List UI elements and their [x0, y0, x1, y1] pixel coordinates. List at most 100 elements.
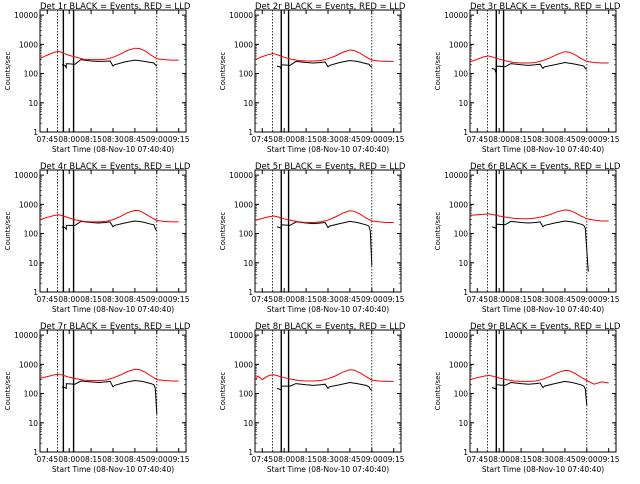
x-axis-label: Start Time (08-Nov-10 07:40:40)	[52, 465, 174, 474]
x-tick-label: 09:15	[168, 135, 190, 144]
chart-panel-8: Det 8r BLACK = Events, RED = LLD 1 10 100 10…	[219, 322, 406, 474]
x-tick-label: 08:00	[58, 135, 80, 144]
chart-title: Det 5r BLACK = Events, RED = LLD	[255, 162, 406, 172]
events-series-line	[491, 61, 588, 74]
y-tick-label: 10000	[229, 331, 253, 340]
x-tick-label: 08:30	[317, 135, 339, 144]
x-tick-label: 08:30	[102, 295, 124, 304]
x-tick-label: 08:15	[510, 135, 532, 144]
y-axis-label: Counts/sec	[219, 212, 227, 251]
events-series-line	[276, 381, 373, 392]
y-tick-label: 100	[239, 70, 254, 79]
y-tick-label: 1000	[19, 360, 38, 369]
events-series-line	[491, 220, 589, 272]
plot-frame	[39, 169, 187, 293]
x-tick-label: 09:15	[383, 135, 405, 144]
x-tick-label: 08:45	[339, 455, 361, 464]
y-tick-label: 10000	[14, 11, 38, 20]
y-axis-label: Counts/sec	[219, 372, 227, 411]
x-tick-label: 09:15	[168, 295, 190, 304]
y-tick-label: 10	[243, 259, 253, 268]
x-tick-label: 08:45	[554, 455, 576, 464]
x-tick-label: 08:30	[532, 295, 554, 304]
y-tick-label: 100	[239, 390, 254, 399]
y-tick-label: 1000	[234, 360, 253, 369]
chart-panel-1: Det 1r BLACK = Events, RED = LLD 1 10 100 10…	[4, 2, 191, 154]
lld-series-line	[469, 51, 609, 64]
x-tick-label: 08:00	[488, 455, 510, 464]
lld-series-line	[39, 47, 179, 61]
x-tick-label: 08:45	[554, 295, 576, 304]
x-tick-label: 08:15	[80, 455, 102, 464]
y-tick-label: 100	[24, 70, 39, 79]
events-series-line	[276, 59, 373, 72]
y-tick-label: 1	[463, 448, 468, 457]
x-tick-label: 08:15	[295, 135, 317, 144]
x-tick-label: 07:45	[36, 455, 58, 464]
y-axis-label: Counts/sec	[434, 212, 442, 251]
y-tick-label: 1	[248, 448, 253, 457]
x-axis-label: Start Time (08-Nov-10 07:40:40)	[267, 465, 389, 474]
events-series-line	[61, 379, 158, 415]
chart-panel-4: Det 4r BLACK = Events, RED = LLD 1 10 100 10…	[4, 162, 191, 314]
events-series-line	[61, 220, 158, 232]
x-tick-label: 08:00	[273, 455, 295, 464]
x-tick-label: 07:45	[36, 295, 58, 304]
x-tick-label: 08:30	[102, 455, 124, 464]
x-tick-label: 07:45	[251, 135, 273, 144]
plot-frame	[254, 169, 402, 293]
chart-panel-2: Det 2r BLACK = Events, RED = LLD 1 10 100 10…	[219, 2, 406, 154]
y-tick-label: 10	[28, 99, 38, 108]
x-tick-label: 08:45	[339, 295, 361, 304]
x-axis-label: Start Time (08-Nov-10 07:40:40)	[267, 145, 389, 154]
lld-series-line	[254, 210, 394, 223]
x-tick-label: 08:45	[124, 135, 146, 144]
x-axis-label: Start Time (08-Nov-10 07:40:40)	[52, 305, 174, 314]
y-tick-label: 100	[239, 230, 254, 239]
x-tick-label: 09:00	[576, 455, 598, 464]
y-tick-label: 1000	[234, 200, 253, 209]
events-series-line	[491, 380, 588, 406]
x-tick-label: 08:15	[510, 455, 532, 464]
x-tick-label: 08:00	[488, 295, 510, 304]
y-tick-label: 10000	[444, 11, 468, 20]
y-axis-label: Counts/sec	[434, 372, 442, 411]
x-tick-label: 09:00	[361, 295, 383, 304]
x-tick-label: 09:00	[576, 295, 598, 304]
x-tick-label: 07:45	[251, 295, 273, 304]
y-tick-label: 100	[454, 390, 469, 399]
x-tick-label: 08:45	[554, 135, 576, 144]
x-tick-label: 08:00	[58, 455, 80, 464]
x-tick-label: 09:15	[383, 295, 405, 304]
y-tick-label: 1000	[234, 40, 253, 49]
y-tick-label: 10	[458, 99, 468, 108]
chart-title: Det 9r BLACK = Events, RED = LLD	[470, 322, 621, 332]
lld-series-line	[254, 49, 394, 62]
x-tick-label: 09:15	[598, 135, 620, 144]
events-series-line	[61, 59, 158, 70]
x-tick-label: 09:00	[361, 135, 383, 144]
y-tick-label: 100	[454, 230, 469, 239]
chart-title: Det 4r BLACK = Events, RED = LLD	[40, 162, 191, 172]
x-tick-label: 08:15	[80, 295, 102, 304]
plot-frame	[39, 329, 187, 453]
plot-frame	[469, 329, 617, 453]
x-tick-label: 08:30	[317, 455, 339, 464]
y-axis-label: Counts/sec	[4, 372, 12, 411]
y-tick-label: 100	[454, 70, 469, 79]
x-tick-label: 09:00	[576, 135, 598, 144]
lld-series-line	[469, 369, 609, 385]
y-tick-label: 1	[463, 128, 468, 137]
y-tick-label: 1	[33, 448, 38, 457]
x-tick-label: 08:45	[124, 295, 146, 304]
y-tick-label: 1000	[19, 200, 38, 209]
y-tick-label: 1	[33, 128, 38, 137]
y-tick-label: 10	[458, 259, 468, 268]
x-tick-label: 09:00	[146, 135, 168, 144]
lld-series-line	[39, 368, 179, 382]
chart-panel-7: Det 7r BLACK = Events, RED = LLD 1 10 100 10…	[4, 322, 191, 474]
plot-frame	[469, 9, 617, 133]
y-tick-label: 1000	[449, 360, 468, 369]
x-axis-label: Start Time (08-Nov-10 07:40:40)	[267, 305, 389, 314]
